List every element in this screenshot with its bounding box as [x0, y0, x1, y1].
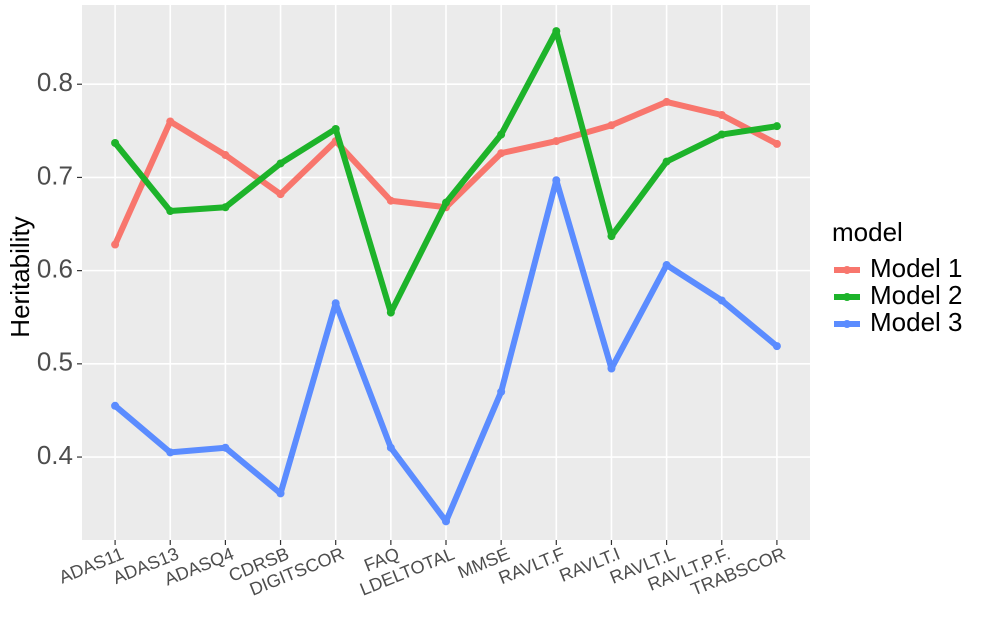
point [386, 308, 395, 317]
point [276, 159, 285, 168]
point [607, 121, 616, 130]
point [276, 190, 285, 199]
point [717, 296, 726, 305]
point [331, 124, 340, 133]
point [772, 122, 781, 131]
point [717, 130, 726, 139]
point [111, 401, 120, 410]
point [276, 489, 285, 498]
point [717, 110, 726, 119]
y-tick-label: 0.8 [37, 67, 73, 97]
point [386, 196, 395, 205]
point [662, 261, 671, 270]
legend-key-point [843, 266, 851, 274]
point [607, 232, 616, 241]
point [111, 138, 120, 147]
point [386, 443, 395, 452]
point [166, 448, 175, 457]
point [221, 203, 230, 212]
legend-key-point [843, 320, 851, 328]
point [552, 27, 561, 36]
point [772, 342, 781, 351]
legend-key-point [843, 293, 851, 301]
y-tick-label: 0.4 [37, 440, 73, 470]
point [552, 176, 561, 185]
point [331, 299, 340, 308]
point [166, 117, 175, 126]
point [772, 139, 781, 148]
point [497, 130, 506, 139]
point [111, 240, 120, 249]
point [442, 517, 450, 526]
point [442, 198, 450, 207]
point [497, 387, 506, 396]
point [497, 149, 506, 158]
point [552, 137, 561, 146]
point [662, 97, 671, 106]
point [607, 364, 616, 373]
point [662, 157, 671, 166]
legend-label: Model 2 [870, 280, 963, 310]
point [166, 206, 175, 215]
y-tick-label: 0.7 [37, 160, 73, 190]
y-axis-title: Heritability [5, 216, 35, 337]
point [221, 151, 230, 160]
y-tick-label: 0.5 [37, 347, 73, 377]
legend-title: model [832, 217, 903, 247]
legend-label: Model 3 [870, 307, 963, 337]
point [221, 443, 230, 452]
legend-label: Model 1 [870, 253, 963, 283]
y-tick-label: 0.6 [37, 254, 73, 284]
